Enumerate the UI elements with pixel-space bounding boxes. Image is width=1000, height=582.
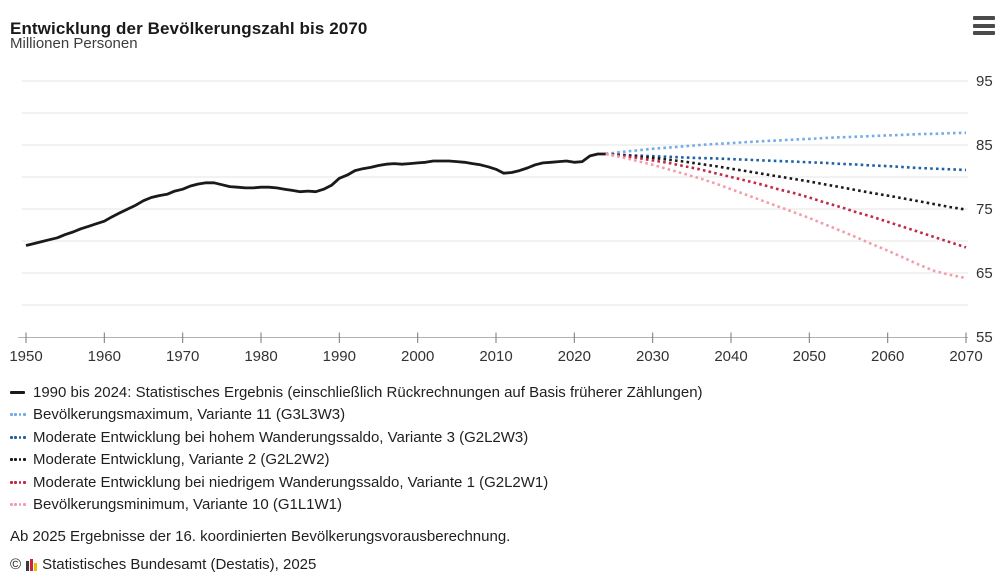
dotted-line-marker-icon [10,413,27,417]
legend-label: Bevölkerungsmaximum, Variante 11 (G3L3W3… [33,406,346,424]
x-axis-label: 2040 [714,348,747,365]
x-axis-label: 2050 [793,348,826,365]
x-axis-label: 2070 [949,348,982,365]
y-axis-label: 95 [976,73,993,90]
projection-note: Ab 2025 Ergebnisse der 16. koordinierten… [10,528,511,545]
y-axis-label: 65 [976,265,993,282]
legend-label: Moderate Entwicklung, Variante 2 (G2L2W2… [33,451,330,469]
series-variante-1 [605,152,967,249]
legend-item-statistisches-ergebnis[interactable]: 1990 bis 2024: Statistisches Ergebnis (e… [10,381,703,404]
dotted-line-marker-icon [10,458,27,462]
bar-chart-icon [26,558,38,571]
menu-bar [973,31,995,35]
copyright-symbol: © [10,556,22,573]
y-axis-label: 85 [976,137,993,154]
page-title: Entwicklung der Bevölkerungszahl bis 207… [10,19,368,39]
x-axis-label: 1980 [244,348,277,365]
series-statistisches-ergebnis [25,152,606,247]
series-variante-10 [605,152,967,280]
legend-item-variante-1[interactable]: Moderate Entwicklung bei niedrigem Wande… [10,471,703,494]
series-variante-11 [605,131,967,156]
source-line: © Statistisches Bundesamt (Destatis), 20… [10,556,316,573]
series-variante-2 [605,152,967,211]
x-axis-label: 1960 [88,348,121,365]
legend-item-variante-2[interactable]: Moderate Entwicklung, Variante 2 (G2L2W2… [10,449,703,472]
x-axis-label: 2060 [871,348,904,365]
menu-bar [973,23,995,28]
x-axis-label: 2030 [636,348,669,365]
series-variante-3 [605,152,967,172]
legend-item-variante-3[interactable]: Moderate Entwicklung bei hohem Wanderung… [10,426,703,449]
legend-item-variante-11[interactable]: Bevölkerungsmaximum, Variante 11 (G3L3W3… [10,404,703,427]
chart-unit-subtitle: Millionen Personen [10,35,138,52]
x-axis-label: 1970 [166,348,199,365]
legend-label: Bevölkerungsminimum, Variante 10 (G1L1W1… [33,496,343,514]
menu-bar [973,16,995,20]
population-chart: 1950 1960 1970 1980 1990 2000 2010 2020 2030 2040… [9,73,993,365]
dotted-line-marker-icon [10,435,27,439]
hamburger-menu-icon[interactable] [973,16,995,35]
legend: 1990 bis 2024: Statistisches Ergebnis (e… [10,381,703,516]
solid-line-marker-icon [10,390,27,394]
x-axis-label: 2000 [401,348,434,365]
legend-item-variante-10[interactable]: Bevölkerungsminimum, Variante 10 (G1L1W1… [10,494,703,517]
y-axis-label: 75 [976,201,993,218]
legend-label: Moderate Entwicklung bei hohem Wanderung… [33,428,529,446]
x-axis-label: 2020 [558,348,591,365]
legend-label: Moderate Entwicklung bei niedrigem Wande… [33,473,549,491]
legend-label: 1990 bis 2024: Statistisches Ergebnis (e… [33,383,703,401]
y-axis-label: 55 [976,329,993,346]
source-text: Statistisches Bundesamt (Destatis), 2025 [42,556,317,573]
dotted-line-marker-icon [10,503,27,507]
x-axis-label: 1950 [9,348,42,365]
x-axis-label: 1990 [323,348,356,365]
dotted-line-marker-icon [10,480,27,484]
x-axis-label: 2010 [479,348,512,365]
